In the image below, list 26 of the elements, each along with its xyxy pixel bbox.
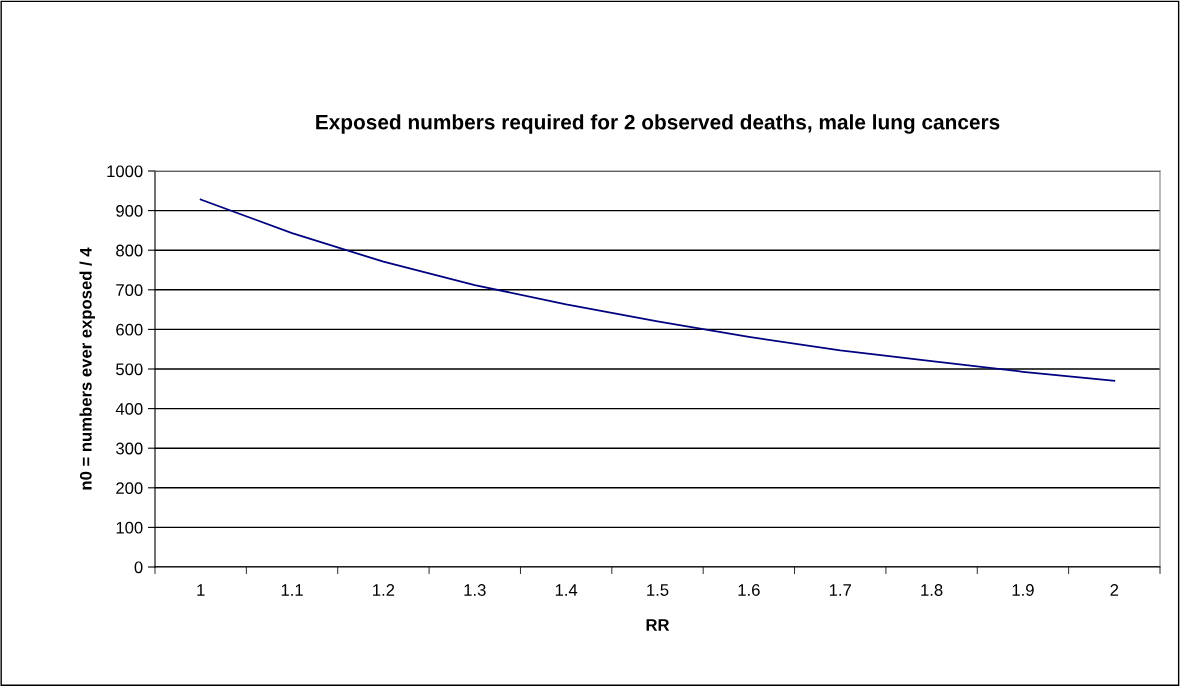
x-tick-label: 1.3	[464, 584, 486, 596]
x-tick-label: 1.7	[829, 584, 851, 596]
y-tick-label: 700	[116, 284, 143, 296]
x-tick-label: 1.9	[1012, 584, 1034, 596]
y-tick-label: 200	[116, 482, 143, 494]
x-tick-label: 1.2	[373, 584, 395, 596]
y-tick-label: 100	[116, 521, 143, 534]
x-tick-label: 1.8	[921, 584, 943, 596]
y-tick-label: 1000	[107, 165, 143, 178]
y-axis-title: n0 = numbers ever exposed / 4	[79, 247, 96, 490]
y-tick-label: 900	[116, 205, 143, 217]
y-tick-label: 0	[134, 561, 143, 574]
line-series	[199, 198, 1116, 382]
x-tick-label: 1.1	[281, 584, 303, 596]
y-tick-label: 800	[116, 244, 143, 257]
y-tick-label: 500	[116, 363, 143, 376]
chart-title: Exposed numbers required for 2 observed deaths, male lung cancers	[316, 114, 1000, 134]
y-tick-label: 400	[115, 403, 143, 415]
x-tick-label: 1.4	[555, 584, 578, 596]
x-tick-label: 2	[1110, 584, 1119, 596]
x-tick-label: 1.6	[738, 584, 760, 596]
x-tick-label: 1.5	[647, 584, 669, 596]
y-tick-label: 600	[116, 323, 143, 336]
y-tick-label: 300	[116, 442, 143, 455]
x-tick-label: 1	[197, 584, 205, 596]
x-axis-title: RR	[646, 619, 670, 631]
